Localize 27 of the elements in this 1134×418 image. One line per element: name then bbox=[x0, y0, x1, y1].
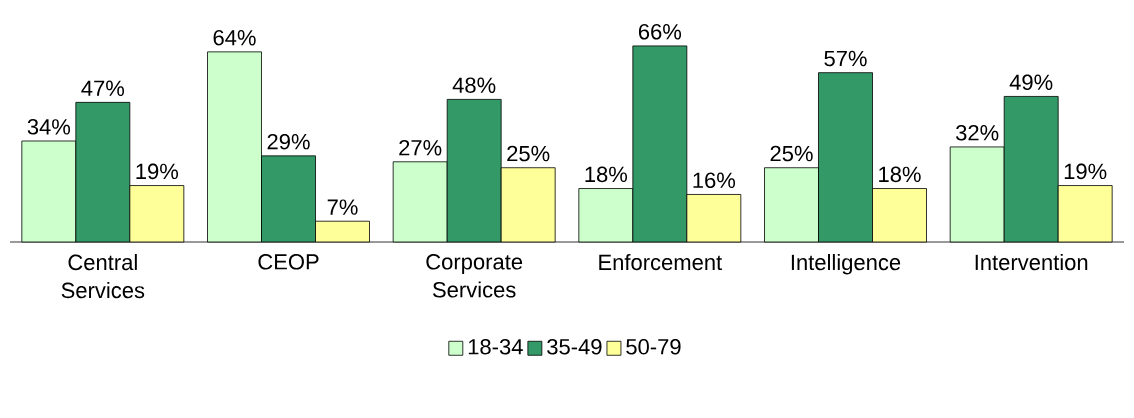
x-tick-label: Enforcement bbox=[599, 254, 723, 271]
data-label: 18% bbox=[585, 166, 628, 183]
data-label: 47% bbox=[81, 80, 125, 96]
data-label: 34% bbox=[27, 119, 71, 135]
data-label: 66% bbox=[638, 23, 682, 40]
data-label: 48% bbox=[452, 77, 496, 93]
data-label: 25% bbox=[770, 145, 813, 162]
data-label: 19% bbox=[136, 163, 179, 180]
legend-label: 18-34 bbox=[468, 338, 523, 355]
x-tick-label: Intelligence bbox=[791, 254, 901, 275]
data-label: 19% bbox=[1064, 163, 1107, 180]
data-label: 29% bbox=[267, 133, 310, 150]
data-label: 49% bbox=[1009, 74, 1053, 91]
data-label: 57% bbox=[824, 50, 867, 67]
x-tick-label: Central Services bbox=[61, 254, 145, 299]
data-label: 7% bbox=[327, 199, 358, 215]
x-tick-label: Corporate Services bbox=[426, 254, 523, 298]
data-label: 25% bbox=[507, 145, 550, 162]
data-label: 16% bbox=[693, 172, 736, 189]
data-label: 32% bbox=[956, 124, 999, 141]
legend-label: 50-79 bbox=[626, 338, 681, 355]
data-label: 64% bbox=[213, 29, 256, 46]
legend-label: 35-49 bbox=[547, 338, 602, 355]
data-label: 27% bbox=[399, 139, 442, 156]
x-tick-label: Intervention bbox=[975, 254, 1088, 271]
x-tick-label: CEOP bbox=[258, 254, 319, 270]
data-label: 18% bbox=[879, 166, 921, 183]
